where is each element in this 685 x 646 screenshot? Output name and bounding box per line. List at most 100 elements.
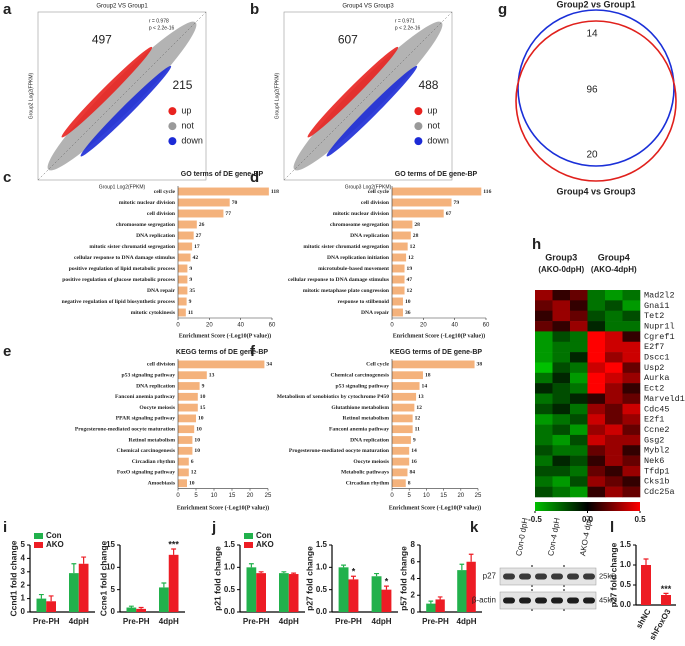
bar	[392, 360, 475, 369]
heatmap-cell	[570, 486, 588, 498]
legend-label: not	[181, 120, 194, 130]
bar	[426, 603, 436, 612]
bar	[46, 601, 56, 612]
category-label: mitotic metaphase plate congression	[303, 288, 390, 294]
heatmap-cell	[605, 445, 623, 456]
gene-count: 12	[415, 416, 421, 422]
heatmap-cell	[587, 486, 606, 498]
panel-label: i	[3, 519, 7, 536]
legend-label: Con	[46, 531, 62, 540]
heatmap-cell	[587, 310, 606, 322]
heatmap-cell	[622, 424, 641, 436]
bar	[178, 297, 187, 306]
heatmap-cell	[570, 465, 588, 477]
heatmap-cell	[552, 362, 571, 374]
bar	[178, 286, 188, 295]
venn-count: 96	[586, 85, 598, 96]
gene-count: 16	[411, 459, 417, 465]
heatmap-cell	[587, 321, 606, 332]
heatmap-cell	[587, 434, 606, 446]
x-tick-label: Pre-PH	[33, 617, 60, 626]
panel-label: g	[498, 1, 507, 18]
panel-label: e	[3, 343, 11, 360]
x-tick-label: 4dpH	[457, 617, 477, 626]
gene-count: 10	[196, 426, 202, 432]
gene-label: Marveld1	[644, 394, 685, 404]
heatmap-cell	[605, 424, 623, 436]
error-bar	[468, 553, 474, 562]
bar	[69, 573, 79, 612]
venn-count: 20	[586, 150, 598, 161]
heatmap-cell	[587, 476, 606, 487]
up-count: 607	[338, 33, 358, 47]
heatmap-cell	[535, 455, 553, 467]
error-bar	[383, 585, 389, 590]
y-tick-label: 4	[411, 574, 416, 583]
y-tick-label: 1.0	[620, 560, 632, 569]
category-label: cell division	[361, 200, 390, 206]
x-tick-label: 60	[269, 323, 276, 329]
bar	[457, 570, 467, 612]
colorbar-label: -0.5	[528, 515, 542, 524]
gene-count: 13	[418, 394, 424, 400]
category-label: Amoebiasis	[148, 480, 176, 486]
x-axis-label: Enrichment Score (-Log10(P value))	[393, 332, 485, 339]
bar	[36, 598, 47, 612]
diagonal	[37, 11, 207, 181]
x-tick-label: 0	[390, 493, 394, 499]
category-label: DNA replication	[350, 233, 390, 239]
venn-set-label: Group4 vs Group3	[556, 186, 635, 196]
heatmap-cell	[587, 445, 606, 456]
gene-count: 84	[409, 470, 415, 476]
group-label: Group4	[598, 252, 630, 262]
bar	[381, 589, 392, 612]
category-label: DNA repair	[147, 288, 176, 294]
x-tick-label: 25	[265, 493, 272, 499]
bar	[371, 576, 382, 612]
gene-count: 6	[191, 459, 194, 465]
y-tick-label: 0.0	[224, 607, 236, 616]
point-cloud	[61, 46, 153, 138]
bar	[392, 308, 403, 317]
point-cloud	[326, 65, 418, 157]
gene-count: 28	[414, 222, 420, 228]
x-tick-label: 20	[420, 323, 427, 329]
gene-count: 10	[198, 416, 204, 422]
gene-count: 38	[477, 362, 483, 368]
heatmap-cell	[605, 331, 623, 343]
x-tick-label: 15	[440, 493, 447, 499]
heatmap-cell	[622, 310, 641, 322]
bar	[178, 468, 189, 477]
x-tick-label: 25	[475, 493, 482, 499]
y-axis-label: p57 fold change	[398, 546, 408, 611]
category-label: Retinol metabolism	[129, 437, 176, 443]
error-bar	[643, 558, 649, 565]
heatmap-cell	[622, 372, 641, 384]
category-label: positive regulation of glucose metabolic…	[62, 277, 176, 283]
heatmap-cell	[535, 341, 553, 353]
x-axis-label: Group1 Log2(FPKM)	[99, 184, 146, 190]
heatmap-cell	[570, 476, 588, 487]
gene-count: 12	[416, 405, 422, 411]
protein-label: β-actin	[472, 596, 496, 605]
gene-count: 14	[422, 383, 428, 389]
heatmap-cell	[552, 414, 571, 425]
heatmap-cell	[535, 393, 553, 405]
y-tick-label: 0.0	[620, 600, 632, 609]
point-cloud	[293, 21, 443, 171]
panel-label: f	[250, 343, 256, 360]
category-label: response to stilbenoid	[338, 299, 390, 305]
heatmap-cell	[570, 434, 588, 446]
bar	[288, 574, 299, 612]
error-bar	[459, 563, 465, 571]
stat: r = 0.978	[149, 18, 169, 24]
panel-label: c	[3, 169, 11, 186]
heatmap-cell	[552, 290, 571, 301]
heatmap-cell	[535, 321, 553, 332]
heatmap-cell	[587, 393, 606, 405]
heatmap-cell	[622, 362, 641, 374]
gene-count: 14	[411, 448, 417, 454]
heatmap-cell	[535, 434, 553, 446]
x-tick-label: 0	[390, 323, 394, 329]
heatmap-cell	[570, 352, 588, 363]
